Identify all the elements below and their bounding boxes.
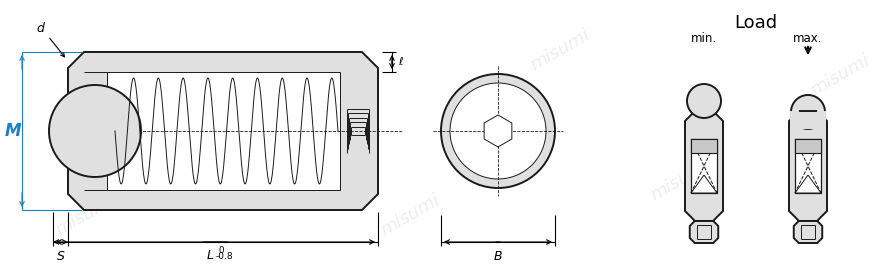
Polygon shape bbox=[685, 111, 723, 221]
Polygon shape bbox=[484, 115, 512, 147]
Text: Load: Load bbox=[735, 14, 778, 32]
Polygon shape bbox=[68, 52, 378, 210]
Text: misumi: misumi bbox=[807, 51, 873, 99]
Text: misumi: misumi bbox=[207, 51, 273, 99]
Bar bbox=[795, 139, 821, 153]
Circle shape bbox=[49, 85, 141, 177]
Circle shape bbox=[441, 74, 555, 188]
Text: d: d bbox=[36, 22, 44, 34]
Text: misumi: misumi bbox=[647, 156, 713, 204]
Text: misumi: misumi bbox=[527, 26, 593, 74]
Text: ℓ: ℓ bbox=[398, 57, 403, 67]
Polygon shape bbox=[691, 175, 717, 193]
Text: S: S bbox=[56, 250, 64, 263]
Polygon shape bbox=[795, 175, 821, 193]
Polygon shape bbox=[794, 221, 822, 243]
Polygon shape bbox=[690, 221, 718, 243]
Bar bbox=[795, 139, 821, 193]
Circle shape bbox=[791, 95, 825, 129]
Circle shape bbox=[687, 84, 721, 118]
Text: L: L bbox=[207, 249, 214, 262]
Polygon shape bbox=[789, 111, 827, 221]
Circle shape bbox=[450, 83, 546, 179]
Text: min.: min. bbox=[691, 32, 717, 45]
Bar bbox=[790, 111, 826, 129]
Bar bbox=[691, 139, 717, 153]
Text: misumi: misumi bbox=[52, 191, 118, 239]
Text: -0.8: -0.8 bbox=[216, 252, 233, 261]
Text: max.: max. bbox=[793, 32, 823, 45]
Text: misumi: misumi bbox=[377, 191, 443, 239]
Text: M: M bbox=[4, 122, 21, 140]
Text: B: B bbox=[494, 250, 502, 263]
Text: 0: 0 bbox=[216, 246, 224, 255]
Bar bbox=[107, 72, 340, 190]
Bar bbox=[691, 139, 717, 193]
